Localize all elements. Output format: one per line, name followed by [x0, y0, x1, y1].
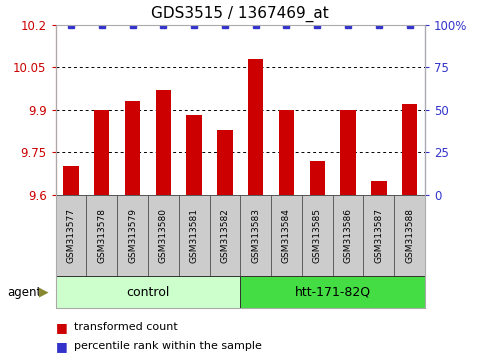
Bar: [117, 195, 148, 276]
Bar: [333, 195, 364, 276]
Bar: [56, 195, 86, 276]
Bar: [210, 195, 240, 276]
Text: ▶: ▶: [39, 286, 48, 298]
Bar: [240, 276, 425, 308]
Text: ■: ■: [56, 340, 67, 353]
Text: GSM313585: GSM313585: [313, 208, 322, 263]
Text: htt-171-82Q: htt-171-82Q: [295, 286, 371, 298]
Bar: [156, 90, 171, 195]
Bar: [148, 195, 179, 276]
Bar: [248, 59, 263, 195]
Text: GSM313577: GSM313577: [67, 208, 75, 263]
Text: control: control: [126, 286, 170, 298]
Text: GSM313582: GSM313582: [220, 208, 229, 263]
Bar: [94, 110, 110, 195]
Bar: [271, 195, 302, 276]
Bar: [371, 181, 386, 195]
Bar: [279, 110, 294, 195]
Bar: [394, 195, 425, 276]
Title: GDS3515 / 1367469_at: GDS3515 / 1367469_at: [151, 6, 329, 22]
Text: transformed count: transformed count: [74, 322, 178, 332]
Text: GSM313578: GSM313578: [97, 208, 106, 263]
Bar: [310, 161, 325, 195]
Bar: [186, 115, 202, 195]
Bar: [302, 195, 333, 276]
Bar: [63, 166, 79, 195]
Text: GSM313588: GSM313588: [405, 208, 414, 263]
Text: GSM313579: GSM313579: [128, 208, 137, 263]
Bar: [217, 130, 233, 195]
Text: percentile rank within the sample: percentile rank within the sample: [74, 341, 262, 351]
Bar: [125, 101, 140, 195]
Text: ■: ■: [56, 321, 67, 334]
Bar: [402, 104, 417, 195]
Bar: [56, 276, 241, 308]
Text: GSM313586: GSM313586: [343, 208, 353, 263]
Bar: [341, 110, 356, 195]
Text: GSM313580: GSM313580: [159, 208, 168, 263]
Text: agent: agent: [7, 286, 42, 298]
Text: GSM313587: GSM313587: [374, 208, 384, 263]
Text: GSM313581: GSM313581: [190, 208, 199, 263]
Text: GSM313584: GSM313584: [282, 208, 291, 263]
Bar: [240, 195, 271, 276]
Bar: [364, 195, 394, 276]
Bar: [179, 195, 210, 276]
Text: GSM313583: GSM313583: [251, 208, 260, 263]
Bar: [86, 195, 117, 276]
